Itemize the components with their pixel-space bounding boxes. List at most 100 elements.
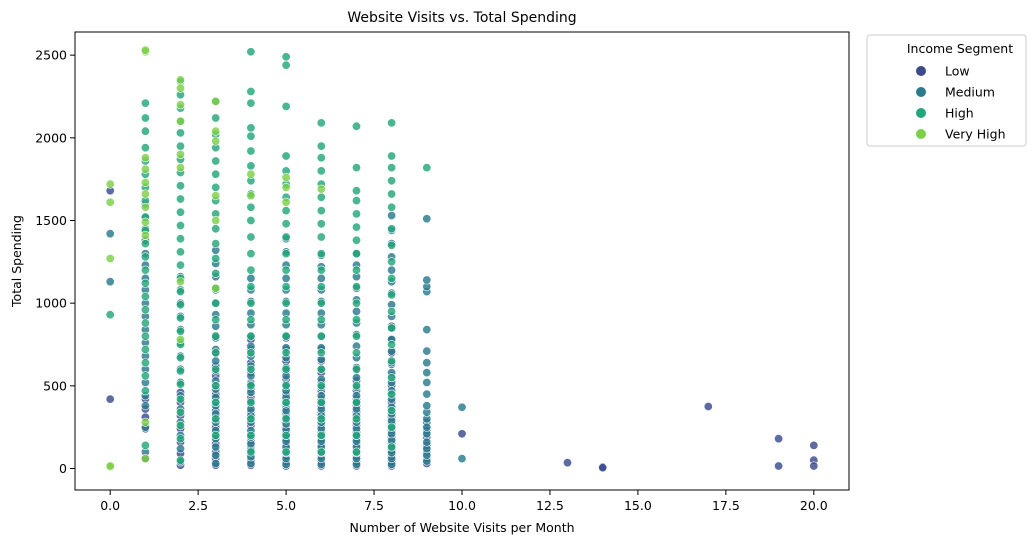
- data-point-high: [387, 442, 397, 452]
- y-tick-label: 1000: [35, 296, 67, 311]
- data-point-high: [246, 364, 256, 374]
- data-point-high: [176, 260, 186, 270]
- data-point-high: [351, 163, 361, 173]
- data-point-high: [140, 318, 150, 328]
- legend-marker-high: [916, 108, 926, 118]
- data-point-high: [316, 364, 326, 374]
- data-point-high: [281, 381, 291, 391]
- data-point-high: [316, 381, 326, 391]
- data-point-low: [562, 458, 572, 468]
- data-point-high: [140, 291, 150, 301]
- data-point-medium: [246, 273, 256, 283]
- data-point-high: [351, 364, 361, 374]
- data-point-high: [211, 364, 221, 374]
- data-point-high: [176, 141, 186, 151]
- data-point-medium: [422, 275, 432, 285]
- data-point-high: [176, 434, 186, 444]
- data-point-high: [351, 282, 361, 292]
- data-point-low: [598, 463, 608, 473]
- data-point-high: [387, 118, 397, 128]
- data-point-high: [316, 192, 326, 202]
- data-point-high: [176, 313, 186, 323]
- data-point-high: [246, 232, 256, 242]
- x-tick-label: 15.0: [624, 498, 652, 513]
- data-point-very-high: [176, 277, 186, 287]
- data-point-very-high: [211, 136, 221, 146]
- data-point-high: [105, 310, 115, 320]
- y-axis: 0 500 1000 1500 2000 2500: [35, 48, 75, 476]
- data-point-very-high: [140, 189, 150, 199]
- data-point-very-high: [176, 75, 186, 85]
- data-point-high: [351, 397, 361, 407]
- data-point-high: [387, 224, 397, 234]
- data-point-high: [281, 397, 291, 407]
- data-point-high: [387, 163, 397, 173]
- data-point-high: [351, 249, 361, 259]
- data-point-high: [211, 224, 221, 234]
- data-point-high: [176, 287, 186, 297]
- data-point-high: [246, 161, 256, 171]
- data-point-medium: [422, 377, 432, 387]
- data-point-very-high: [211, 191, 221, 201]
- data-point-low: [457, 429, 467, 439]
- data-point-high: [351, 298, 361, 308]
- data-point-very-high: [211, 283, 221, 293]
- data-point-high: [211, 182, 221, 192]
- y-tick-label: 1500: [35, 213, 67, 228]
- data-point-high: [211, 331, 221, 341]
- data-point-high: [387, 202, 397, 212]
- data-point-high: [246, 414, 256, 424]
- data-point-high: [281, 265, 291, 275]
- data-point-very-high: [140, 230, 150, 240]
- data-point-high: [351, 265, 361, 275]
- x-axis-label: Number of Website Visits per Month: [349, 520, 574, 535]
- data-point-high: [176, 394, 186, 404]
- data-point-very-high: [211, 126, 221, 136]
- data-point-low: [809, 440, 819, 450]
- data-point-low: [774, 434, 784, 444]
- data-point-high: [281, 219, 291, 229]
- data-point-high: [351, 121, 361, 131]
- data-point-high: [281, 364, 291, 374]
- data-point-high: [316, 265, 326, 275]
- data-point-high: [246, 447, 256, 457]
- data-point-very-high: [211, 96, 221, 106]
- x-tick-label: 7.5: [364, 498, 384, 513]
- data-point-high: [211, 348, 221, 358]
- data-point-high: [316, 232, 326, 242]
- data-point-high: [316, 141, 326, 151]
- data-point-medium: [387, 265, 397, 275]
- data-point-medium: [422, 214, 432, 224]
- legend-frame: [866, 34, 1027, 147]
- data-point-high: [176, 247, 186, 257]
- data-point-high: [351, 348, 361, 358]
- data-point-high: [281, 447, 291, 457]
- data-point-high: [211, 268, 221, 278]
- data-point-very-high: [105, 254, 115, 264]
- legend-marker-very-high: [916, 129, 926, 139]
- data-point-high: [140, 371, 150, 381]
- y-axis-label: Total Spending: [9, 215, 24, 308]
- data-point-very-high: [176, 83, 186, 93]
- data-point-high: [316, 414, 326, 424]
- data-point-high: [316, 447, 326, 457]
- legend-marker-medium: [916, 87, 926, 97]
- data-point-medium: [387, 211, 397, 221]
- data-point-high: [246, 131, 256, 141]
- data-point-high: [316, 219, 326, 229]
- data-point-very-high: [176, 163, 186, 173]
- data-point-high: [351, 414, 361, 424]
- data-point-high: [387, 151, 397, 161]
- data-point-high: [176, 194, 186, 204]
- data-point-medium: [457, 454, 467, 464]
- data-point-very-high: [140, 164, 150, 174]
- data-point-high: [176, 455, 186, 465]
- data-point-high: [316, 348, 326, 358]
- data-point-high: [176, 128, 186, 138]
- data-point-high: [140, 358, 150, 368]
- data-point-high: [351, 315, 361, 325]
- data-point-high: [140, 305, 150, 315]
- data-point-medium: [422, 368, 432, 378]
- data-point-high: [246, 146, 256, 156]
- data-point-medium: [457, 402, 467, 412]
